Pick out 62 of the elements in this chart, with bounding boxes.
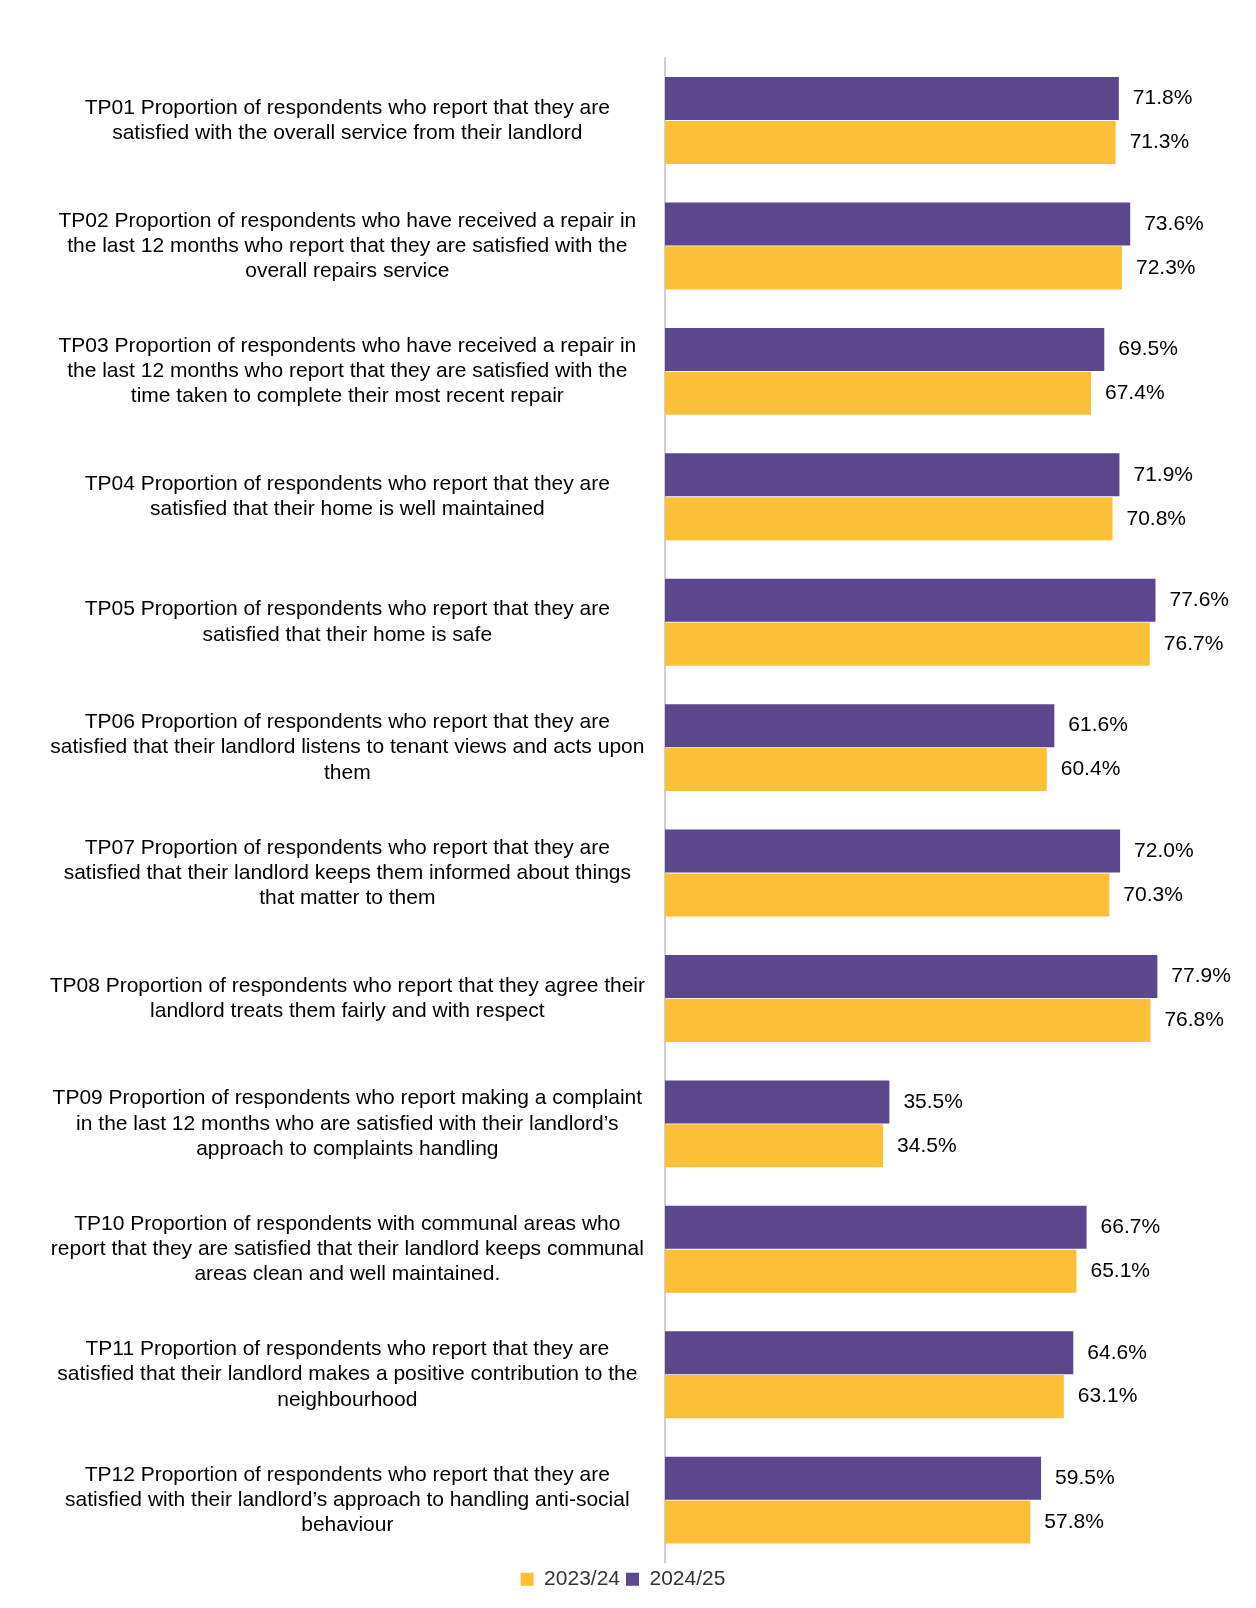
- data-label: 71.3%: [1129, 129, 1190, 153]
- bar: [665, 704, 1055, 748]
- bar: [665, 371, 1092, 415]
- data-label: 64.6%: [1087, 1339, 1147, 1363]
- y-tick-label: TP11 Proportion of respondents who report that they are satisfied that their landlord makes a positive contribution to the neighbourhood: [57, 1336, 638, 1410]
- data-label: 76.7%: [1163, 630, 1224, 654]
- bar: [665, 873, 1110, 917]
- data-label: 73.6%: [1144, 210, 1204, 234]
- bar: [665, 748, 1047, 792]
- data-label: 57.8%: [1044, 1508, 1104, 1532]
- bar: [665, 1205, 1087, 1249]
- bar: [665, 1124, 884, 1168]
- bar: [665, 327, 1105, 371]
- data-label: 35.5%: [903, 1088, 963, 1112]
- bar: [665, 829, 1121, 873]
- y-tick-label: TP06 Proportion of respondents who report that they are satisfied that their landlord listens to tenant views and acts upon them: [50, 709, 645, 783]
- y-tick-label: TP01 Proportion of respondents who report that they are satisfied with the overall service from their landlord: [84, 94, 610, 143]
- data-label: 76.8%: [1164, 1007, 1224, 1031]
- data-label: 77.9%: [1171, 963, 1231, 987]
- bar: [665, 120, 1116, 164]
- bar: [665, 1249, 1077, 1293]
- bar: [665, 622, 1150, 666]
- data-label: 70.8%: [1126, 505, 1187, 529]
- data-label: 70.3%: [1123, 881, 1183, 905]
- data-label: 69.5%: [1118, 336, 1178, 360]
- bar: [665, 77, 1119, 121]
- y-tick-label: TP08 Proportion of respondents who report that they agree their landlord treats them fairly and with respect: [49, 972, 645, 1021]
- y-tick-label: TP12 Proportion of respondents who report that they are satisfied with their landlord’s approach to handling anti-social behaviour: [65, 1461, 630, 1536]
- data-label: 66.7%: [1100, 1214, 1161, 1238]
- bar: [665, 1500, 1031, 1544]
- data-label: 34.5%: [897, 1132, 957, 1156]
- bar: [665, 998, 1151, 1042]
- bar: [665, 453, 1120, 497]
- y-tick-label: TP05 Proportion of respondents who report that they are satisfied that their home is safe: [84, 596, 610, 645]
- data-label: 60.4%: [1060, 756, 1121, 780]
- data-label: 59.5%: [1055, 1464, 1115, 1488]
- bar: [665, 578, 1156, 622]
- data-label: 71.9%: [1133, 461, 1193, 485]
- legend-label: 2024/25: [649, 1566, 726, 1590]
- bar: [665, 246, 1122, 290]
- bar: [665, 497, 1113, 541]
- data-label: 71.8%: [1132, 85, 1193, 109]
- y-tick-label: TP04 Proportion of respondents who report that they are satisfied that their home is well maintained: [84, 470, 610, 520]
- bar: [665, 1331, 1074, 1375]
- y-tick-label: TP09 Proportion of respondents who report making a complaint in the last 12 months who are satisfied with their landlord’s approach to complaints handling: [52, 1085, 643, 1159]
- y-tick-label: TP03 Proportion of respondents who have received a repair in the last 12 months who report that they are satisfied with the time taken to complete their most recent repair: [58, 332, 637, 407]
- y-tick-label: TP10 Proportion of respondents with communal areas who report that they are satisfied that their landlord keeps communal areas clean and well maintained.: [50, 1210, 644, 1285]
- bar: [665, 1375, 1064, 1419]
- bar: [665, 954, 1158, 998]
- data-label: 67.4%: [1105, 380, 1165, 404]
- data-label: 72.3%: [1135, 254, 1196, 278]
- bar: [665, 1456, 1042, 1500]
- y-tick-label: TP02 Proportion of respondents who have received a repair in the last 12 months who report that they are satisfied with the overall repairs service: [58, 207, 637, 281]
- data-label: 63.1%: [1077, 1383, 1138, 1407]
- legend-label: 2023/24: [544, 1566, 621, 1590]
- data-label: 72.0%: [1134, 837, 1194, 861]
- data-label: 65.1%: [1090, 1258, 1151, 1281]
- bar: [665, 1080, 890, 1124]
- data-label: 61.6%: [1068, 712, 1128, 736]
- data-label: 77.6%: [1169, 587, 1230, 611]
- y-tick-label: TP07 Proportion of respondents who report that they are satisfied that their landlord keeps them informed about things that matter to them: [63, 834, 631, 909]
- bar: [665, 202, 1131, 246]
